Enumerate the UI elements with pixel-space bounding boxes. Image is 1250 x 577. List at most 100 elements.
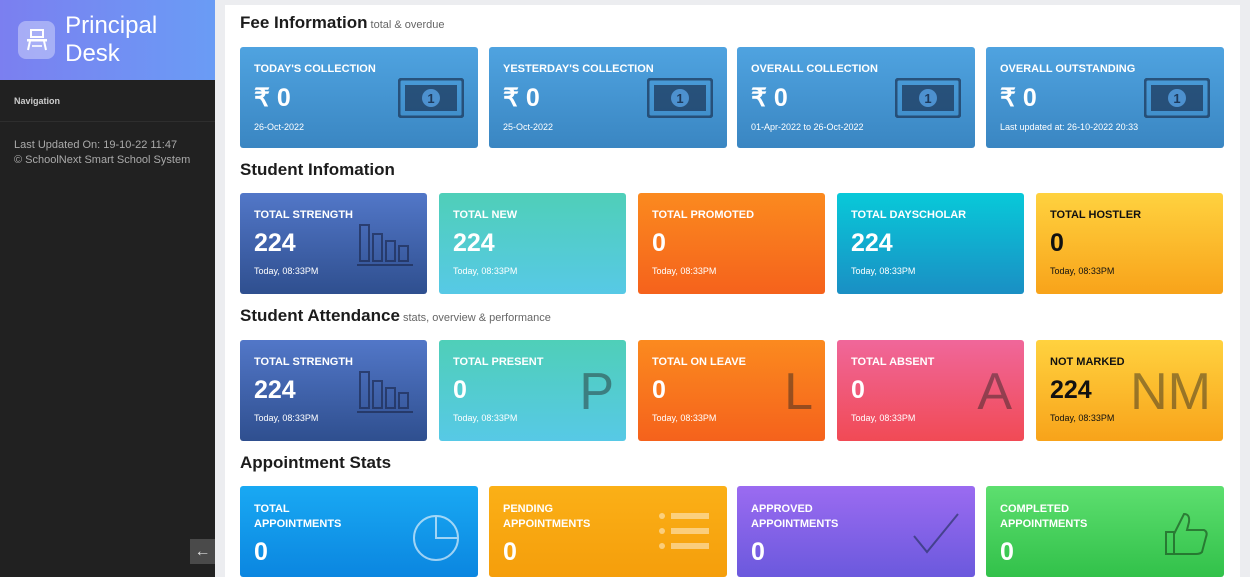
card-note: Today, 08:33PM bbox=[851, 266, 916, 276]
card-note: Today, 08:33PM bbox=[1050, 413, 1115, 423]
appointment-card[interactable]: COMPLETED APPOINTMENTS 0 bbox=[986, 486, 1224, 577]
appointment-card[interactable]: APPROVED APPOINTMENTS 0 bbox=[737, 486, 975, 577]
status-letter: NM bbox=[1130, 363, 1211, 421]
brand-title: Principal Desk bbox=[65, 12, 158, 67]
card-value: 224 bbox=[254, 376, 296, 404]
money-icon: 1 bbox=[1143, 77, 1211, 123]
card-label: APPROVED APPOINTMENTS bbox=[751, 502, 838, 532]
card-value: 0 bbox=[1050, 229, 1064, 257]
status-letter: P bbox=[579, 363, 614, 421]
card-value: 0 bbox=[851, 376, 865, 404]
card-value: ₹ 0 bbox=[503, 84, 540, 112]
thumbs-up-icon bbox=[1162, 510, 1210, 561]
card-value: 224 bbox=[1050, 376, 1092, 404]
card-note: Today, 08:33PM bbox=[851, 413, 916, 423]
card-label: TOTAL ON LEAVE bbox=[652, 356, 746, 368]
student-card[interactable]: TOTAL PROMOTED 0 Today, 08:33PM bbox=[638, 193, 825, 294]
fee-card[interactable]: OVERALL COLLECTION ₹ 0 01-Apr-2022 to 26-O… bbox=[737, 47, 975, 148]
card-label: NOT MARKED bbox=[1050, 356, 1125, 368]
card-label: TOTAL PROMOTED bbox=[652, 209, 755, 221]
attendance-card[interactable]: NOT MARKED 224 Today, 08:33PM NM bbox=[1036, 340, 1223, 441]
card-note: Today, 08:33PM bbox=[453, 266, 518, 276]
attendance-title: Student Attendance bbox=[240, 306, 400, 325]
student-card[interactable]: TOTAL STRENGTH 224 Today, 08:33PM bbox=[240, 193, 427, 294]
card-label-line: APPOINTMENTS bbox=[751, 518, 839, 530]
svg-text:1: 1 bbox=[427, 91, 434, 106]
card-label: TOTAL DAYSCHOLAR bbox=[851, 209, 967, 221]
card-value: 224 bbox=[254, 229, 296, 257]
card-label: TOTAL HOSTLER bbox=[1050, 209, 1142, 221]
money-icon: 1 bbox=[646, 77, 714, 123]
attendance-card[interactable]: TOTAL ABSENT 0 Today, 08:33PM A bbox=[837, 340, 1024, 441]
card-label: PENDING APPOINTMENTS bbox=[503, 502, 590, 532]
card-note: Today, 08:33PM bbox=[1050, 266, 1115, 276]
card-note: Today, 08:33PM bbox=[652, 413, 717, 423]
attendance-card[interactable]: TOTAL PRESENT 0 Today, 08:33PM P bbox=[439, 340, 626, 441]
navigation-heading: Navigation bbox=[0, 80, 215, 122]
dashboard-main: Fee Information total & overdue Student I… bbox=[225, 5, 1240, 577]
attendance-card[interactable]: TOTAL ON LEAVE 0 Today, 08:33PM L bbox=[638, 340, 825, 441]
card-label-line: TOTAL bbox=[254, 503, 290, 515]
last-updated-text: Last Updated On: 19-10-22 11:47 bbox=[14, 139, 178, 151]
card-value: 0 bbox=[1000, 538, 1014, 566]
fee-section-title: Fee Information total & overdue bbox=[240, 13, 445, 33]
attendance-subtitle: stats, overview & performance bbox=[402, 312, 551, 324]
brand-header[interactable]: Principal Desk bbox=[0, 0, 215, 80]
card-label: OVERALL COLLECTION bbox=[751, 63, 878, 75]
bar-chart-icon bbox=[357, 369, 413, 420]
sidebar-collapse-button[interactable]: ← bbox=[190, 539, 215, 564]
student-card[interactable]: TOTAL DAYSCHOLAR 224 Today, 08:33PM bbox=[837, 193, 1024, 294]
card-value: 0 bbox=[751, 538, 765, 566]
card-value: ₹ 0 bbox=[1000, 84, 1037, 112]
list-icon bbox=[657, 510, 713, 559]
desk-icon bbox=[18, 21, 56, 59]
money-icon: 1 bbox=[397, 77, 465, 123]
card-value: 0 bbox=[254, 538, 268, 566]
card-label: TOTAL PRESENT bbox=[453, 356, 544, 368]
card-label-line: PENDING bbox=[503, 503, 554, 515]
fee-title: Fee Information bbox=[240, 13, 368, 32]
status-letter: A bbox=[977, 363, 1012, 421]
svg-text:1: 1 bbox=[1173, 91, 1180, 106]
card-label-line: APPOINTMENTS bbox=[1000, 518, 1088, 530]
fee-card[interactable]: OVERALL OUTSTANDING ₹ 0 Last updated at: 2… bbox=[986, 47, 1224, 148]
copyright-text: © SchoolNext Smart School System bbox=[14, 154, 191, 166]
card-label: OVERALL OUTSTANDING bbox=[1000, 63, 1136, 75]
status-letter: L bbox=[784, 363, 813, 421]
card-note: Last updated at: 26-10-2022 20:33 bbox=[1000, 122, 1139, 132]
card-note: 01-Apr-2022 to 26-Oct-2022 bbox=[751, 122, 864, 132]
card-note: Today, 08:33PM bbox=[254, 413, 319, 423]
check-icon bbox=[911, 510, 961, 563]
card-value: 0 bbox=[652, 229, 666, 257]
card-note: 25-Oct-2022 bbox=[503, 122, 554, 132]
appointment-card[interactable]: TOTAL APPOINTMENTS 0 bbox=[240, 486, 478, 577]
svg-text:1: 1 bbox=[676, 91, 683, 106]
fee-card[interactable]: TODAY'S COLLECTION ₹ 0 26-Oct-2022 1 bbox=[240, 47, 478, 148]
money-icon: 1 bbox=[894, 77, 962, 123]
card-note: Today, 08:33PM bbox=[254, 266, 319, 276]
bar-chart-icon bbox=[357, 222, 413, 273]
attendance-card[interactable]: TOTAL STRENGTH 224 Today, 08:33PM bbox=[240, 340, 427, 441]
appointment-card[interactable]: PENDING APPOINTMENTS 0 bbox=[489, 486, 727, 577]
appointment-section-title: Appointment Stats bbox=[240, 453, 392, 472]
card-note: Today, 08:33PM bbox=[652, 266, 717, 276]
student-card[interactable]: TOTAL NEW 224 Today, 08:33PM bbox=[439, 193, 626, 294]
card-label: COMPLETED APPOINTMENTS bbox=[1000, 502, 1087, 532]
student-card[interactable]: TOTAL HOSTLER 0 Today, 08:33PM bbox=[1036, 193, 1223, 294]
card-label: TOTAL APPOINTMENTS bbox=[254, 502, 341, 532]
svg-text:1: 1 bbox=[924, 91, 931, 106]
card-label-line: APPROVED bbox=[751, 503, 813, 515]
card-label: YESTERDAY'S COLLECTION bbox=[503, 63, 654, 75]
card-value: 0 bbox=[453, 376, 467, 404]
card-value: ₹ 0 bbox=[254, 84, 291, 112]
card-value: 224 bbox=[453, 229, 495, 257]
card-value: 224 bbox=[851, 229, 893, 257]
fee-subtitle: total & overdue bbox=[370, 19, 445, 31]
fee-card[interactable]: YESTERDAY'S COLLECTION ₹ 0 25-Oct-2022 1 bbox=[489, 47, 727, 148]
card-label: TOTAL STRENGTH bbox=[254, 356, 353, 368]
attendance-section-title: Student Attendance stats, overview & perf… bbox=[240, 306, 551, 326]
card-label-line: COMPLETED bbox=[1000, 503, 1070, 515]
pie-chart-icon bbox=[412, 510, 464, 567]
sidebar: Principal Desk Navigation Last Updated O… bbox=[0, 0, 215, 577]
card-label: TODAY'S COLLECTION bbox=[254, 63, 376, 75]
